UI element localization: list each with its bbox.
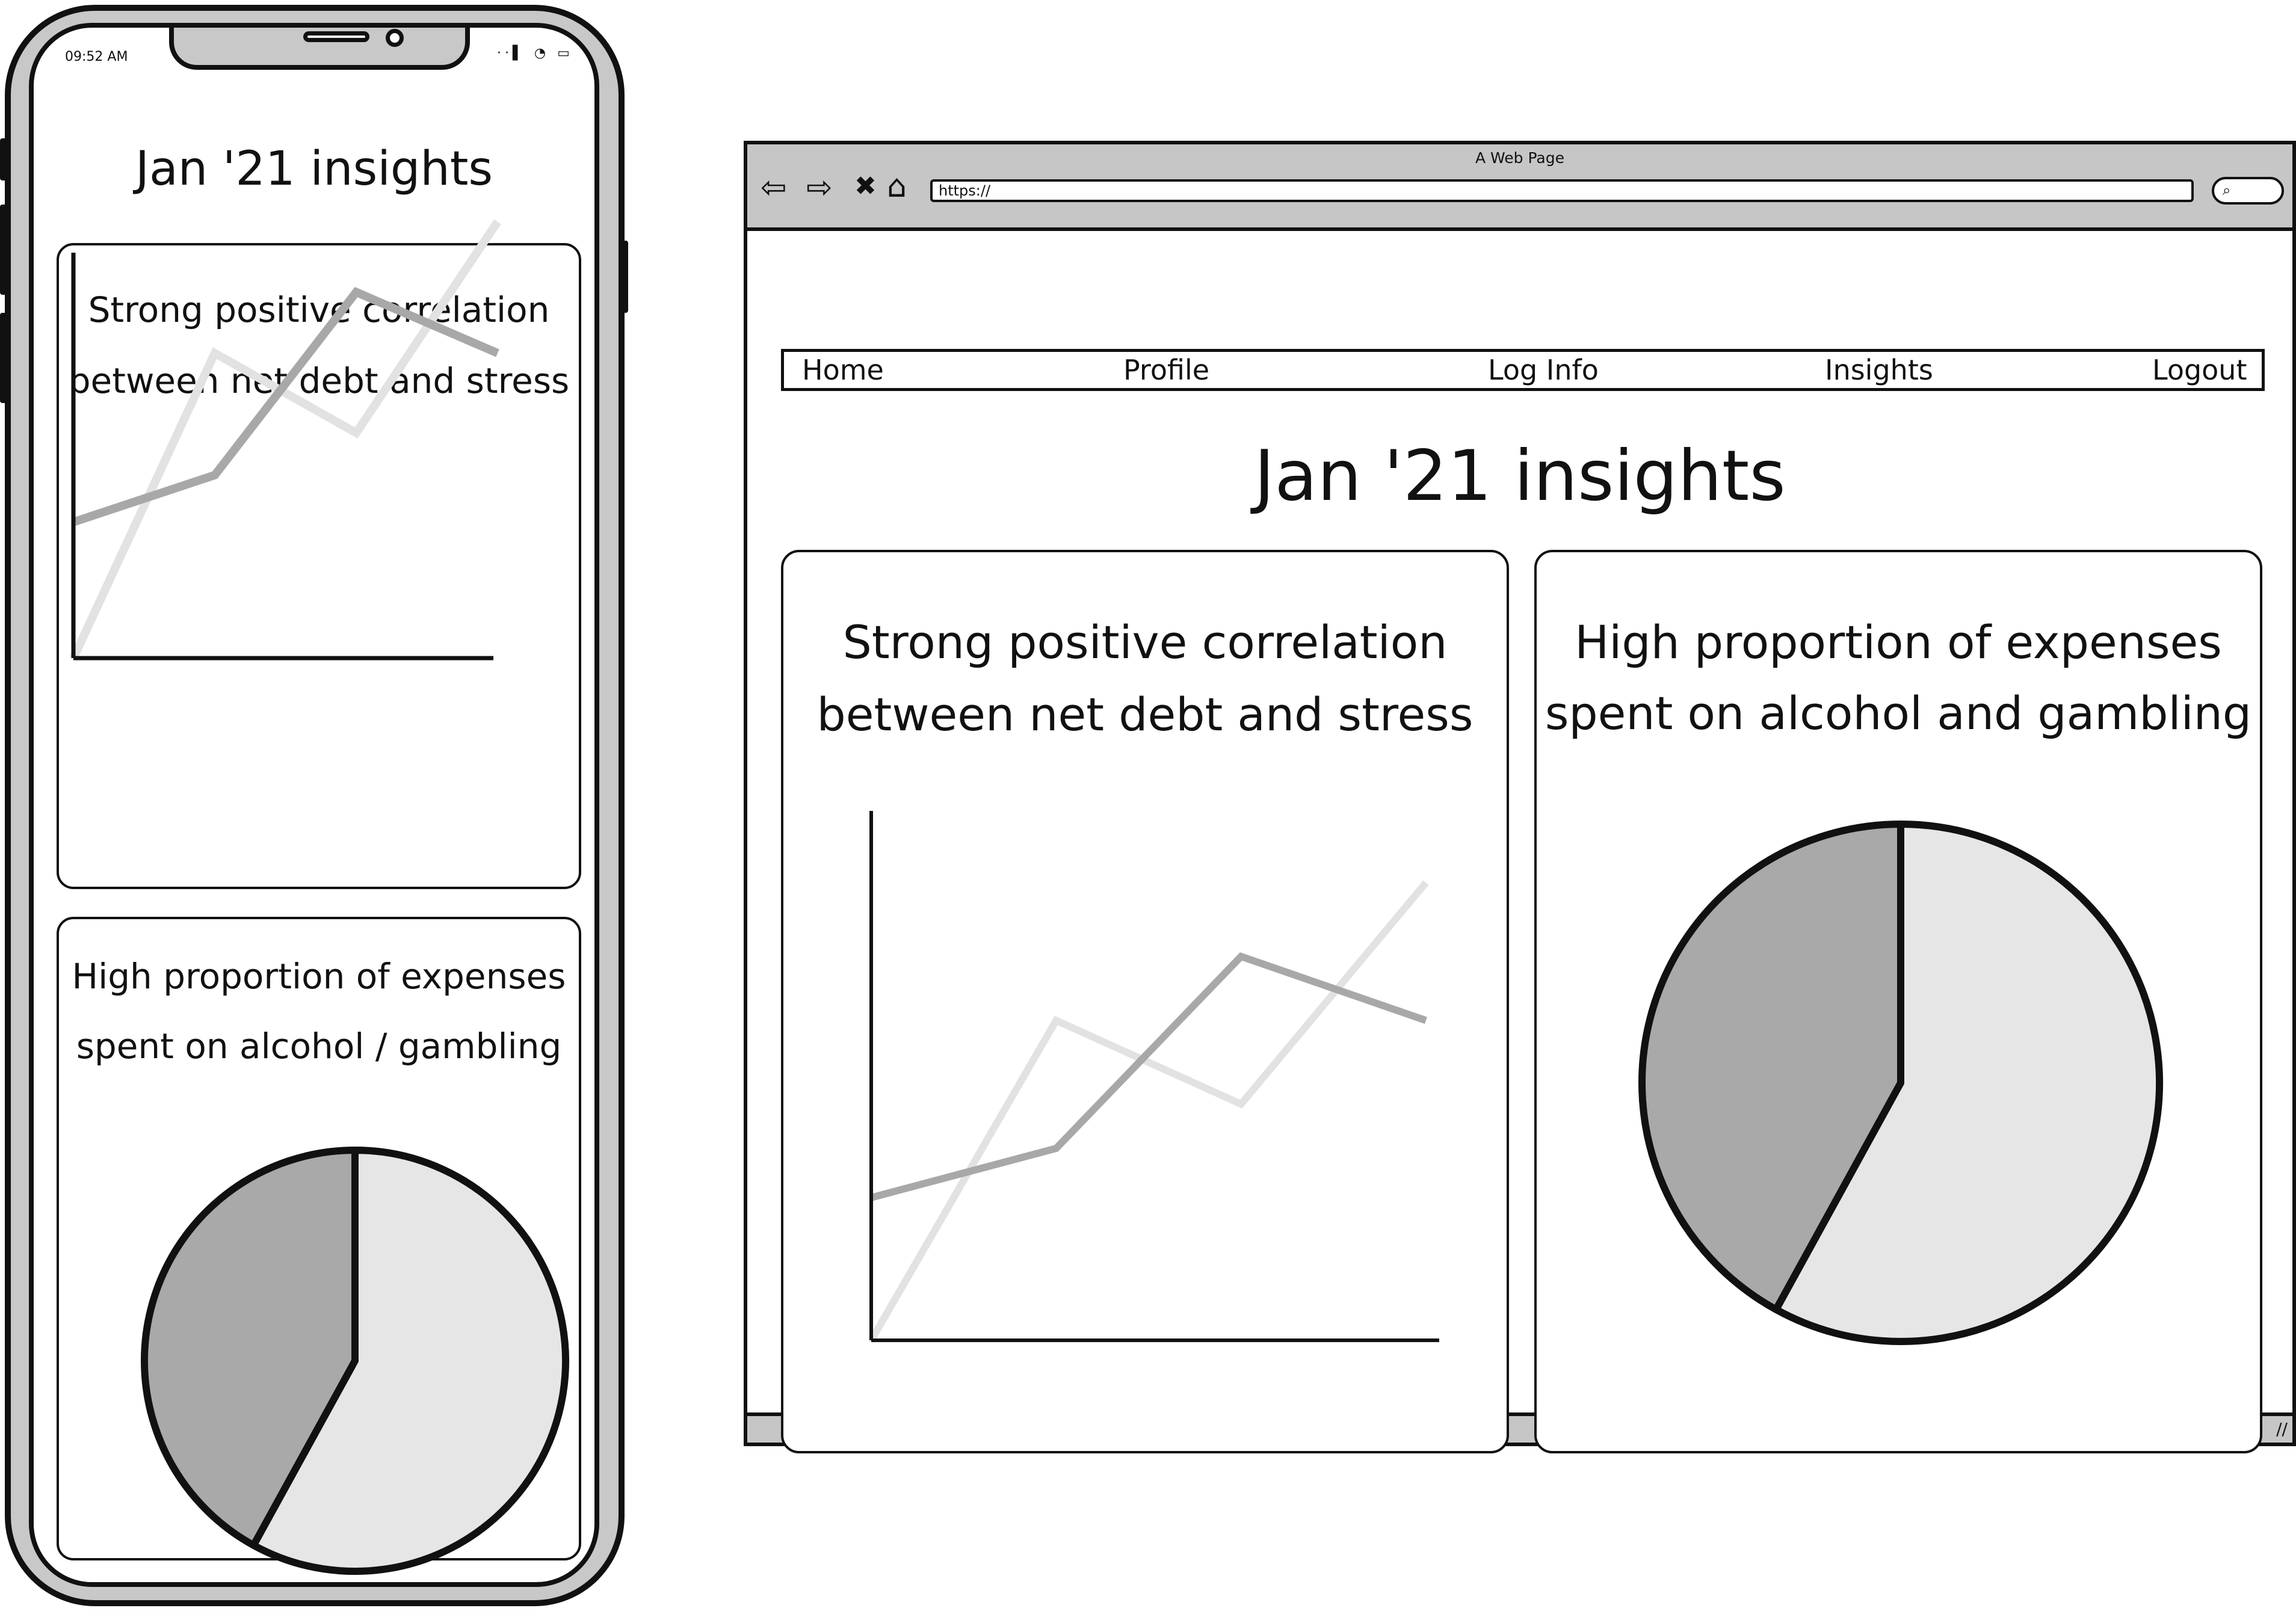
nav-item-log-info[interactable]: Log Info [1488,354,1599,386]
nav-item-profile[interactable]: Profile [1123,354,1210,386]
phone-screen: 09:52 AM ··▌ ◔ ▭ Jan '21 insights Strong… [29,23,599,1587]
phone-notch [169,28,470,70]
line-chart [69,219,501,661]
speaker-icon [303,31,369,42]
nav-menu: Home Profile Log Info Insights Logout [781,349,2265,391]
card-title-line-2: between net debt and stress [68,360,570,401]
insight-card-expenses[interactable]: High proportion of expenses spent on alc… [57,917,581,1575]
pie-slice-1 [1772,821,2163,1345]
nav-item-home[interactable]: Home [802,354,884,386]
back-arrow-icon[interactable]: ⇦ [761,170,787,206]
url-bar[interactable]: https:// [930,179,2194,202]
status-time: 09:52 AM [65,49,128,64]
pie-slice-2 [1638,821,1904,1313]
card-title-line-1: Strong positive correlation [842,615,1448,669]
card-title-line-1: Strong positive correlation [88,289,550,330]
series-line-1 [69,219,501,660]
page-title: Jan '21 insights [135,142,493,196]
insight-card-correlation[interactable]: Strong positive correlation between net … [57,219,581,889]
window-title: A Web Page [1475,149,1565,167]
insight-card-expenses[interactable]: High proportion of expenses spent on alc… [1534,550,2262,1453]
pie-chart [141,1147,569,1575]
camera-icon [386,29,404,47]
insight-card-correlation[interactable]: Strong positive correlation between net … [781,550,1509,1453]
line-chart [868,811,1439,1343]
pie-slice-2 [141,1147,359,1549]
forward-arrow-icon[interactable]: ⇨ [806,170,833,206]
search-icon[interactable]: ⌕ [2212,177,2284,205]
home-icon[interactable]: ⌂ [887,168,907,205]
stop-icon[interactable]: ✖ [854,171,877,202]
card-title-line-2: spent on alcohol and gambling [1545,686,2252,740]
browser-window: A Web Page ⇦ ⇨ ✖ ⌂ https:// ⌕ Home Profi… [744,141,2296,1453]
page-title: Jan '21 insights [1254,436,1786,517]
status-icons: ··▌ ◔ ▭ [497,46,573,61]
nav-item-logout[interactable]: Logout [2152,354,2247,386]
nav-item-insights[interactable]: Insights [1825,354,1933,386]
pie-chart [1638,821,2163,1345]
browser-viewport: Home Profile Log Info Insights Logout Ja… [747,227,2292,1453]
series-line-1 [868,880,1429,1343]
pie-slice-1 [250,1147,569,1575]
series-line-2 [870,952,1427,1201]
series-line-2 [72,287,499,526]
resize-grip-icon[interactable]: // [2276,1419,2288,1439]
card-title-line-1: High proportion of expenses [1575,615,2222,669]
card-title-line-2: spent on alcohol / gambling [76,1026,562,1067]
card-title-line-2: between net debt and stress [816,688,1474,741]
card-title-line-1: High proportion of expenses [72,956,566,997]
